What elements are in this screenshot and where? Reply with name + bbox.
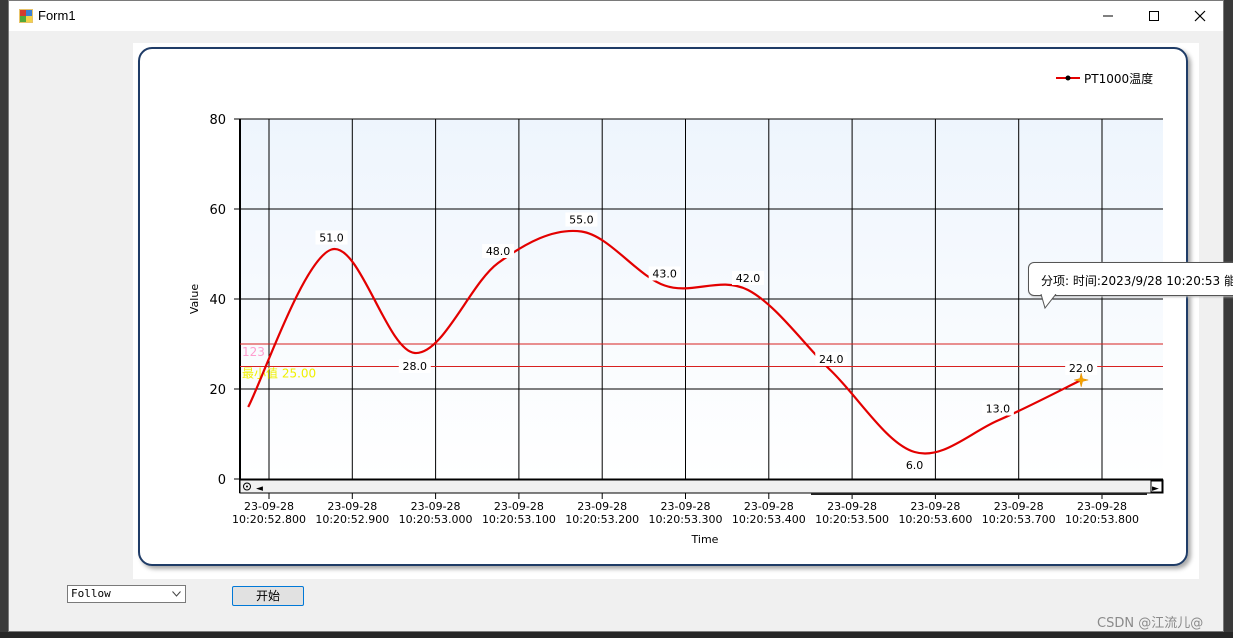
scroll-left-arrow: ◄ [256, 484, 263, 494]
y-tick-label: 80 [209, 113, 226, 128]
scroll-right-button [1150, 480, 1163, 493]
maximize-icon [1149, 11, 1159, 21]
minimize-icon [1103, 15, 1113, 17]
y-tick-label: 40 [209, 293, 226, 308]
series-line [247, 229, 1082, 455]
data-label-bg [815, 352, 848, 366]
x-tick-label-date: 23-09-28 [910, 500, 960, 513]
data-label: 43.0 [652, 268, 677, 281]
x-tick-label-time: 10:20:52.800 [232, 513, 306, 526]
legend-label: PT1000温度 [1084, 71, 1153, 86]
chart-frame [138, 47, 1188, 566]
chart-panel: 0 20 40 60 80 23-09-28 10:20:52.800 23-09-28 10:… [133, 43, 1199, 579]
highlight-marker [1074, 372, 1089, 388]
close-icon [1194, 10, 1206, 22]
x-tick-label-time: 10:20:53.100 [482, 513, 556, 526]
app-icon [19, 9, 33, 23]
y-axis-title: Value [188, 284, 201, 314]
x-tick-label-time: 10:20:53.200 [565, 513, 639, 526]
title-bar[interactable]: Form1 [9, 1, 1223, 31]
data-label-bg [648, 266, 681, 281]
data-label-bg [731, 271, 764, 285]
x-tick-label-date: 23-09-28 [744, 500, 794, 513]
x-tick-label-time: 10:20:53.700 [982, 513, 1056, 526]
x-tick-label-time: 10:20:53.300 [649, 513, 723, 526]
minimize-button[interactable] [1085, 1, 1131, 31]
data-label: 48.0 [486, 245, 511, 258]
zoom-reset-icon [243, 482, 251, 491]
data-label: 51.0 [319, 232, 344, 245]
x-tick-label-time: 10:20:53.000 [399, 513, 473, 526]
x-tick-label-time: 10:20:53.400 [732, 513, 806, 526]
data-label-bg [565, 212, 598, 227]
data-label-bg [981, 401, 1014, 416]
data-label: 6.0 [906, 459, 924, 472]
data-label: 55.0 [569, 214, 594, 227]
x-scrollbar [239, 479, 1164, 494]
reference-line-label: 123 [242, 345, 265, 359]
data-label-bg [1065, 361, 1098, 375]
mode-select-value: Follow [71, 587, 111, 600]
data-label-bg [902, 458, 928, 472]
x-tick-label-date: 23-09-28 [661, 500, 711, 513]
data-label: 42.0 [736, 272, 761, 285]
x-tick-label-date: 23-09-28 [411, 500, 461, 513]
data-label-bg [482, 244, 515, 258]
taskbar-strip [0, 632, 1233, 638]
window-title: Form1 [38, 8, 76, 23]
x-tick-label-date: 23-09-28 [327, 500, 377, 513]
x-tick-label-time: 10:20:52.900 [315, 513, 389, 526]
scroll-right-arrow: ► [1152, 484, 1159, 494]
watermark: CSDN @江流儿@ [1097, 616, 1204, 631]
x-tick-label-time: 10:20:53.500 [815, 513, 889, 526]
data-label-bg [315, 230, 348, 245]
y-tick-label: 20 [209, 383, 226, 398]
y-tick-label: 0 [218, 473, 226, 488]
tooltip-tail [1040, 294, 1057, 310]
start-button[interactable]: 开始 [232, 586, 304, 606]
main-window: Form1 0 20 40 60 80 23-09-28 10:20:52.800 23-09… [8, 0, 1224, 632]
x-tick-label-date: 23-09-28 [994, 500, 1044, 513]
x-tick-label-time: 10:20:53.800 [1065, 513, 1139, 526]
mode-select[interactable]: Follow [67, 585, 186, 603]
x-tick-label-date: 23-09-28 [827, 500, 877, 513]
tooltip-text: 分项: 时间:2023/9/28 10:20:53 能 [1041, 274, 1233, 288]
data-label-bg [398, 359, 431, 373]
data-label: 28.0 [403, 360, 428, 373]
x-tick-label-date: 23-09-28 [494, 500, 544, 513]
scroll-thumb [811, 493, 1147, 495]
zoom-reset-icon-dot [246, 485, 248, 488]
close-button[interactable] [1177, 1, 1223, 31]
reference-line-label: 最小值 25.00 [242, 366, 316, 381]
legend-swatch-marker [1065, 75, 1071, 81]
data-label: 24.0 [819, 353, 844, 366]
x-tick-label-date: 23-09-28 [577, 500, 627, 513]
x-tick-label-date: 23-09-28 [1077, 500, 1127, 513]
x-axis-title: Time [691, 533, 719, 546]
x-tick-label-time: 10:20:53.600 [898, 513, 972, 526]
maximize-button[interactable] [1131, 1, 1177, 31]
x-tick-label-date: 23-09-28 [244, 500, 294, 513]
y-tick-label: 60 [209, 203, 226, 218]
chevron-down-icon [172, 591, 181, 597]
data-label: 13.0 [986, 403, 1011, 416]
line-chart[interactable]: 02040608023-09-2810:20:52.80023-09-2810:… [133, 43, 1199, 579]
data-tooltip: 分项: 时间:2023/9/28 10:20:53 能 [1028, 262, 1233, 296]
data-label: 22.0 [1069, 362, 1094, 375]
